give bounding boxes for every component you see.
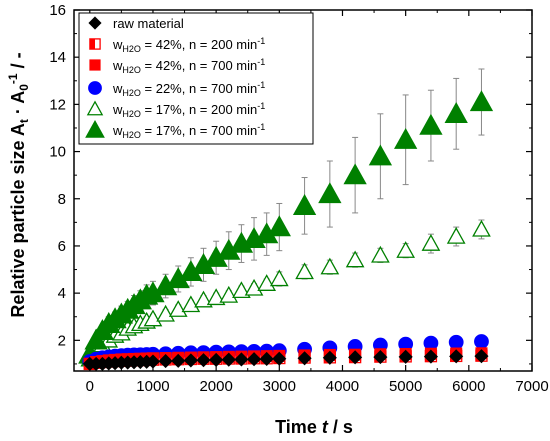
- legend-label: raw material: [113, 16, 184, 31]
- legend-marker: [85, 119, 105, 138]
- x-tick-label: 1000: [136, 378, 169, 395]
- data-point: [423, 349, 438, 364]
- data-point: [448, 334, 464, 350]
- data-point: [343, 163, 367, 185]
- data-point: [221, 352, 236, 367]
- data-point: [206, 288, 226, 306]
- data-point: [474, 334, 489, 349]
- data-point: [158, 354, 173, 369]
- x-tick-label: 4000: [326, 378, 359, 395]
- y-tick-label: 8: [58, 191, 66, 208]
- data-point: [345, 250, 365, 268]
- data-point: [234, 352, 249, 367]
- legend-marker: [89, 59, 101, 71]
- legend-box: [78, 12, 314, 145]
- data-point: [244, 278, 264, 296]
- x-tick-label: 3000: [263, 378, 296, 395]
- legend-marker: [89, 38, 101, 50]
- data-point: [181, 295, 201, 313]
- data-point: [396, 241, 416, 258]
- data-point: [394, 127, 418, 149]
- data-point: [295, 262, 314, 280]
- y-tick-label: 16: [49, 2, 66, 19]
- data-point: [219, 285, 239, 303]
- legend-marker: [88, 16, 102, 30]
- plot-frame: [73, 9, 533, 372]
- data-point: [267, 215, 291, 237]
- data-point: [269, 269, 289, 287]
- data-point: [469, 90, 494, 112]
- y-tick-label: 4: [58, 285, 66, 302]
- data-point: [398, 349, 413, 364]
- half-square-fill: [89, 38, 95, 50]
- legend-label: wH2O = 17%, n = 700 min-1: [112, 122, 265, 140]
- data-point: [196, 353, 211, 368]
- data-point: [143, 309, 163, 327]
- legend-marker: [88, 81, 102, 95]
- x-tick-label: 0: [86, 378, 94, 395]
- legend: raw material wH2O = 42%, n = 200 min-1 wH2…: [78, 12, 314, 145]
- data-point: [446, 226, 466, 244]
- data-point: [232, 281, 251, 299]
- x-tick-label: 7000: [515, 378, 548, 395]
- axes-layer: 0 1000 2000 3000 4000 5000 6000 7000 2 4 6 8 10 12 14 1…: [49, 2, 548, 395]
- data-point: [183, 353, 198, 368]
- y-tick-label: 2: [58, 332, 66, 349]
- x-tick-label: 2000: [199, 378, 232, 395]
- data-point: [297, 351, 312, 366]
- x-tick-label: 6000: [452, 378, 485, 395]
- data-point: [292, 194, 317, 215]
- data-point: [371, 245, 390, 263]
- data-point: [368, 144, 393, 166]
- x-axis-title: Time t / s: [275, 417, 353, 437]
- data-point: [246, 352, 262, 367]
- data-point: [257, 274, 277, 291]
- legend-label: wH2O = 22%, n = 700 min-1: [112, 80, 265, 98]
- data-point: [421, 233, 441, 251]
- x-tick-label: 5000: [389, 378, 422, 395]
- data-point: [320, 257, 340, 275]
- series-5: [78, 90, 494, 364]
- y-tick-label: 6: [58, 238, 66, 255]
- legend-label: wH2O = 17%, n = 200 min-1: [112, 101, 265, 119]
- data-point: [156, 304, 175, 322]
- data-point: [444, 101, 468, 123]
- data-point: [472, 219, 491, 237]
- legend-label: wH2O = 42%, n = 700 min-1: [112, 57, 265, 75]
- data-point: [449, 349, 464, 364]
- data-point: [145, 354, 161, 369]
- y-tick-label: 10: [49, 144, 66, 161]
- y-axis-title: Relative particle size At · A0-1 / -: [6, 52, 31, 317]
- data-point: [168, 300, 188, 317]
- data-points: [78, 90, 494, 371]
- data-point: [348, 350, 363, 365]
- legend-marker: [86, 100, 104, 116]
- data-point: [194, 290, 213, 308]
- y-tick-label: 12: [49, 96, 66, 113]
- data-point: [474, 349, 489, 364]
- y-tick-label: 14: [49, 49, 66, 66]
- data-point: [272, 351, 287, 366]
- data-point: [373, 350, 388, 365]
- series-0: [82, 349, 489, 371]
- data-point: [209, 352, 224, 367]
- data-point: [318, 182, 342, 204]
- data-point: [322, 350, 337, 365]
- legend-label: wH2O = 42%, n = 200 min-1: [112, 36, 265, 54]
- data-point: [419, 113, 443, 135]
- data-point: [171, 353, 186, 368]
- data-point: [259, 351, 274, 367]
